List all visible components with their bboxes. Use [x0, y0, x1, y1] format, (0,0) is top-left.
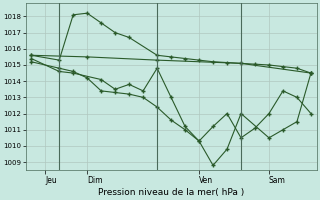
- X-axis label: Pression niveau de la mer( hPa ): Pression niveau de la mer( hPa ): [98, 188, 244, 197]
